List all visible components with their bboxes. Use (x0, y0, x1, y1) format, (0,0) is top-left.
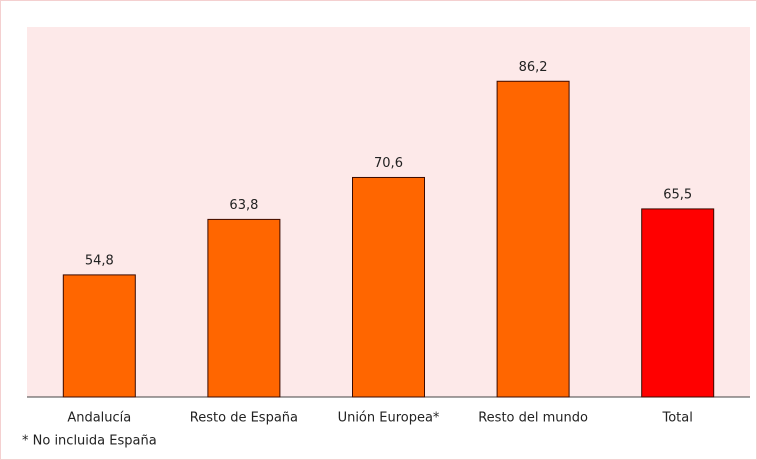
x-tick-label: Resto de España (190, 411, 298, 426)
bar (352, 176, 425, 398)
value-label: 54,8 (85, 253, 114, 268)
value-label: 86,2 (519, 60, 548, 75)
x-tick-label: Andalucía (67, 411, 131, 426)
x-tick-label: Resto del mundo (478, 411, 588, 426)
bar (62, 274, 136, 398)
value-label: 65,5 (663, 187, 692, 202)
value-label: 63,8 (229, 198, 258, 213)
bar (641, 208, 715, 398)
footnote: * No incluida España (22, 434, 157, 449)
bar (207, 218, 281, 398)
bar (496, 80, 570, 398)
x-tick-label: Unión Europea* (338, 411, 440, 426)
x-tick-label: Total (662, 411, 693, 426)
value-label: 70,6 (374, 156, 403, 171)
